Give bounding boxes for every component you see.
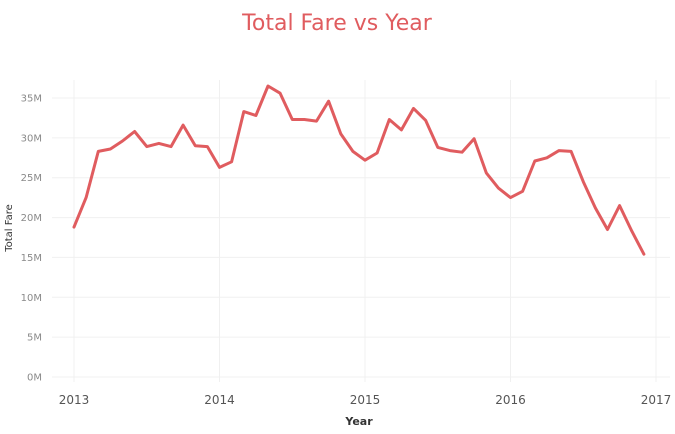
y-tick-label: 25M — [21, 173, 42, 184]
y-tick-label: 35M — [21, 94, 42, 105]
chart-title: Total Fare vs Year — [241, 11, 433, 36]
x-tick-label: 2014 — [204, 393, 235, 407]
y-tick-label: 5M — [27, 333, 42, 344]
y-tick-label: 30M — [21, 133, 42, 144]
grid — [52, 80, 670, 382]
x-axis-label: Year — [344, 415, 373, 428]
x-tick-label: 2017 — [641, 393, 672, 407]
y-axis-ticks: 0M 5M 10M 15M 20M 25M 30M 35M — [21, 94, 42, 384]
y-tick-label: 15M — [21, 253, 42, 264]
y-tick-label: 10M — [21, 293, 42, 304]
x-tick-label: 2013 — [59, 393, 90, 407]
x-axis-ticks: 2013 2014 2015 2016 2017 — [59, 393, 672, 407]
y-axis-label: Total Fare — [4, 204, 15, 253]
x-tick-label: 2016 — [495, 393, 526, 407]
y-tick-label: 0M — [27, 373, 42, 384]
x-tick-label: 2015 — [350, 393, 381, 407]
series-line-total-fare — [72, 84, 646, 256]
y-tick-label: 20M — [21, 213, 42, 224]
